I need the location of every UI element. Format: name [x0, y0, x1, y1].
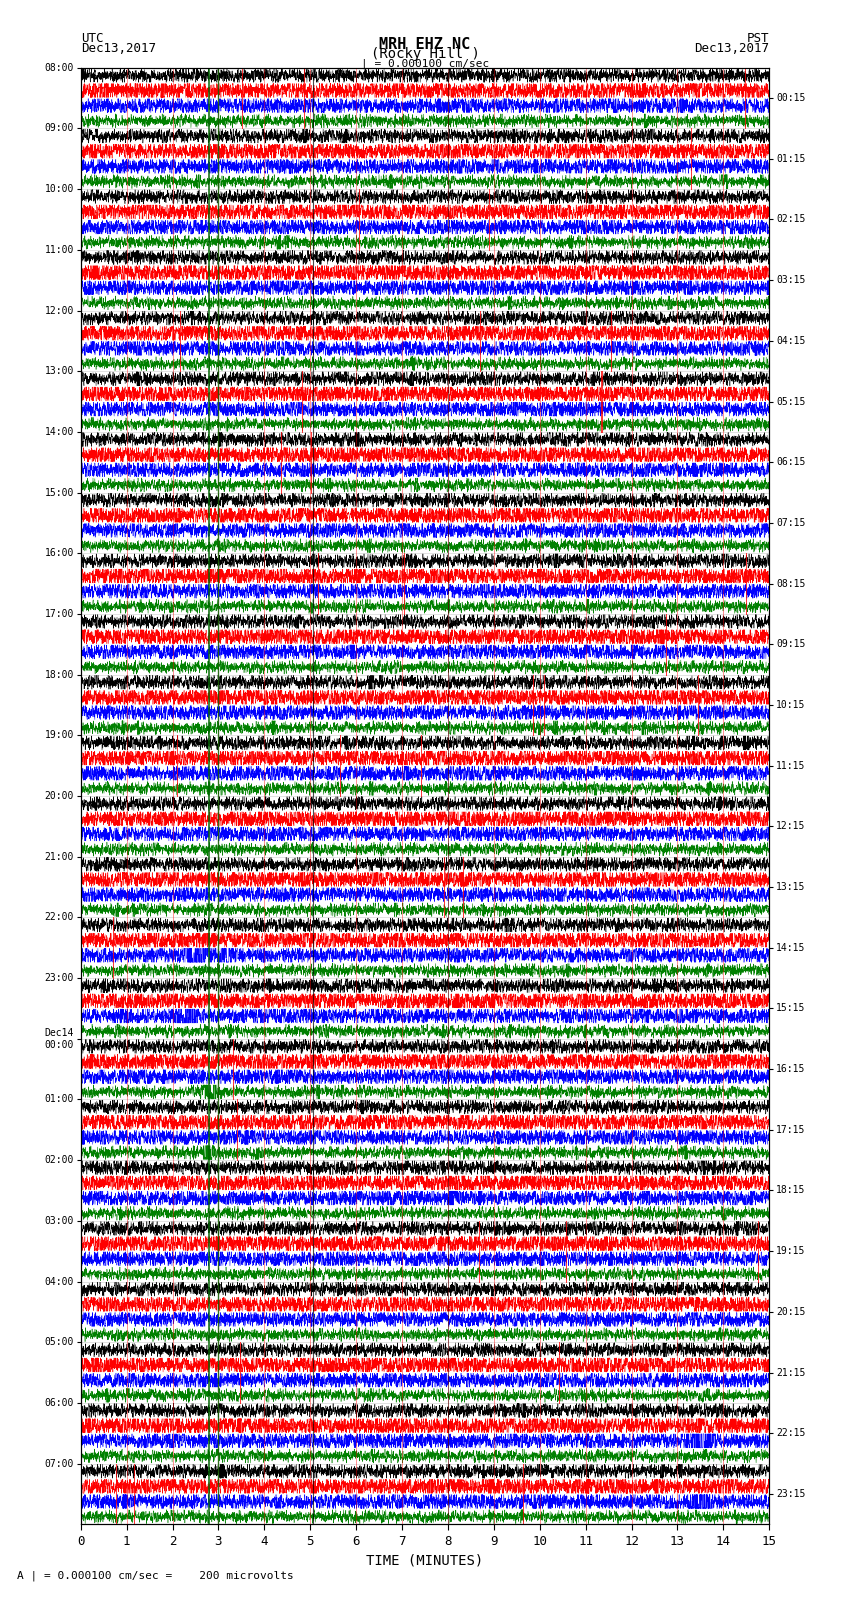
Text: | = 0.000100 cm/sec: | = 0.000100 cm/sec: [361, 58, 489, 69]
Text: UTC: UTC: [81, 32, 103, 45]
Text: PST: PST: [747, 32, 769, 45]
X-axis label: TIME (MINUTES): TIME (MINUTES): [366, 1553, 484, 1568]
Text: A | = 0.000100 cm/sec =    200 microvolts: A | = 0.000100 cm/sec = 200 microvolts: [17, 1569, 294, 1581]
Text: Dec13,2017: Dec13,2017: [81, 42, 156, 55]
Text: Dec13,2017: Dec13,2017: [694, 42, 769, 55]
Text: (Rocky Hill ): (Rocky Hill ): [371, 47, 479, 61]
Text: MRH EHZ NC: MRH EHZ NC: [379, 37, 471, 52]
